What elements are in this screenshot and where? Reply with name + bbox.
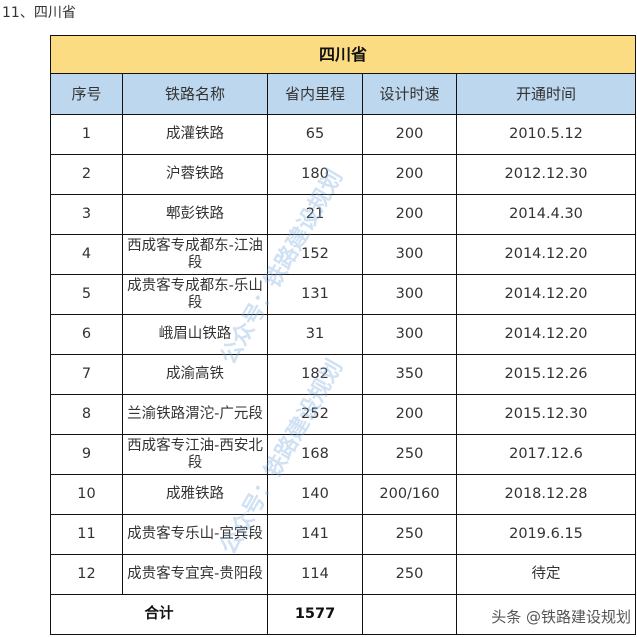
design-speed: 300 (362, 234, 457, 275)
mileage: 252 (267, 394, 363, 435)
railway-name: 沪蓉铁路 (122, 154, 268, 195)
table-row: 5 成贵客专成都东-乐山段 131 300 2014.12.20 (50, 274, 637, 315)
column-header: 设计时速 (362, 73, 457, 115)
table-row: 6 峨眉山铁路 31 300 2014.12.20 (50, 314, 637, 355)
opening-date: 2014.12.20 (455, 314, 637, 355)
opening-date: 2014.4.30 (455, 194, 637, 235)
table-row: 3 郫彭铁路 21 200 2014.4.30 (50, 194, 637, 235)
mileage: 141 (267, 514, 363, 555)
design-speed: 200 (362, 394, 457, 435)
mileage: 168 (267, 434, 363, 475)
opening-date: 2019.6.15 (455, 514, 637, 555)
mileage: 114 (267, 554, 363, 595)
railway-name: 西成客专江油-西安北段 (122, 434, 268, 475)
design-speed: 250 (362, 554, 457, 595)
opening-date: 2014.12.20 (455, 234, 637, 275)
railway-name: 兰渝铁路渭沱-广元段 (122, 394, 268, 435)
table-title: 四川省 (49, 35, 637, 74)
railway-name: 成贵客专宜宾-贵阳段 (122, 554, 268, 595)
credit-text: 头条 @铁路建设规划 (491, 608, 631, 626)
total-label: 合计 (50, 594, 268, 635)
design-speed: 300 (362, 274, 457, 315)
row-number: 11 (50, 514, 123, 555)
row-number: 6 (50, 314, 123, 355)
mileage: 31 (267, 314, 363, 355)
column-header: 序号 (50, 73, 123, 115)
row-number: 12 (50, 554, 123, 595)
design-speed: 300 (362, 314, 457, 355)
opening-date: 2010.5.12 (455, 114, 637, 155)
table-row: 11 成贵客专乐山-宜宾段 141 250 2019.6.15 (50, 514, 637, 555)
column-header: 铁路名称 (122, 73, 268, 115)
mileage: 131 (267, 274, 363, 315)
mileage: 152 (267, 234, 363, 275)
opening-date: 2012.12.30 (455, 154, 637, 195)
railway-name: 成贵客专乐山-宜宾段 (122, 514, 268, 555)
mileage: 140 (267, 474, 363, 515)
table-row: 9 西成客专江油-西安北段 168 250 2017.12.6 (50, 434, 637, 475)
row-number: 10 (50, 474, 123, 515)
total-empty (362, 594, 457, 635)
design-speed: 250 (362, 434, 457, 475)
design-speed: 200 (362, 114, 457, 155)
design-speed: 350 (362, 354, 457, 395)
row-number: 5 (50, 274, 123, 315)
row-number: 7 (50, 354, 123, 395)
opening-date: 2018.12.28 (455, 474, 637, 515)
railway-table: 四川省 序号 铁路名称 省内里程 设计时速 开通时间 1 成灌铁路 65 200 2010.5.… (49, 35, 637, 635)
total-empty (455, 594, 637, 635)
mileage: 182 (267, 354, 363, 395)
opening-date: 2017.12.6 (455, 434, 637, 475)
railway-name: 成灌铁路 (122, 114, 268, 155)
mileage: 65 (267, 114, 363, 155)
table-row: 7 成渝高铁 182 350 2015.12.26 (50, 354, 637, 395)
table-header-row: 序号 铁路名称 省内里程 设计时速 开通时间 (50, 73, 637, 115)
row-number: 1 (50, 114, 123, 155)
railway-name: 峨眉山铁路 (122, 314, 268, 355)
railway-name: 西成客专成都东-江油段 (122, 234, 268, 275)
row-number: 2 (50, 154, 123, 195)
design-speed: 200 (362, 154, 457, 195)
railway-name: 郫彭铁路 (122, 194, 268, 235)
table-row: 12 成贵客专宜宾-贵阳段 114 250 待定 (50, 554, 637, 595)
total-row: 合计 1577 (50, 594, 637, 635)
mileage: 21 (267, 194, 363, 235)
railway-name: 成贵客专成都东-乐山段 (122, 274, 268, 315)
mileage: 180 (267, 154, 363, 195)
row-number: 9 (50, 434, 123, 475)
section-heading: 11、四川省 (2, 5, 76, 21)
railway-name: 成雅铁路 (122, 474, 268, 515)
column-header: 省内里程 (267, 73, 363, 115)
table-row: 4 西成客专成都东-江油段 152 300 2014.12.20 (50, 234, 637, 275)
row-number: 3 (50, 194, 123, 235)
total-mileage: 1577 (267, 594, 363, 635)
opening-date: 2015.12.30 (455, 394, 637, 435)
table-row: 2 沪蓉铁路 180 200 2012.12.30 (50, 154, 637, 195)
table-row: 8 兰渝铁路渭沱-广元段 252 200 2015.12.30 (50, 394, 637, 435)
table-row: 10 成雅铁路 140 200/160 2018.12.28 (50, 474, 637, 515)
opening-date: 2014.12.20 (455, 274, 637, 315)
design-speed: 200 (362, 194, 457, 235)
design-speed: 250 (362, 514, 457, 555)
row-number: 8 (50, 394, 123, 435)
opening-date: 待定 (455, 554, 637, 595)
row-number: 4 (50, 234, 123, 275)
railway-name: 成渝高铁 (122, 354, 268, 395)
column-header: 开通时间 (455, 73, 637, 115)
table-row: 1 成灌铁路 65 200 2010.5.12 (50, 114, 637, 155)
opening-date: 2015.12.26 (455, 354, 637, 395)
design-speed: 200/160 (362, 474, 457, 515)
table-title-row: 四川省 (49, 35, 637, 74)
